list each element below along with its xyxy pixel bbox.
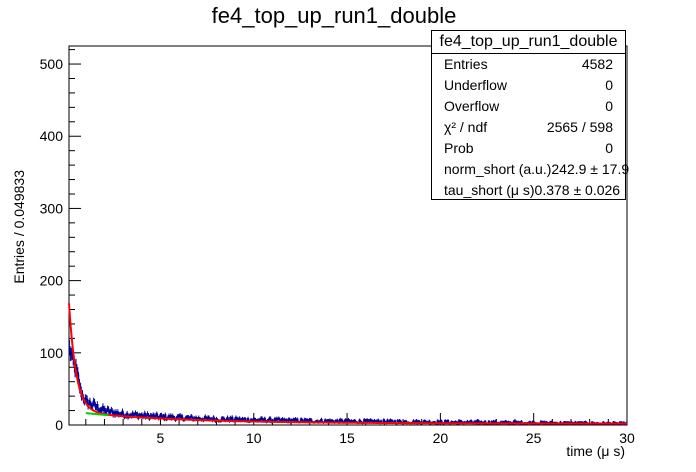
y-tick-label: 100 bbox=[40, 345, 64, 361]
histogram-layer bbox=[68, 339, 628, 426]
stats-row-underflow: Underflow 0 bbox=[432, 75, 625, 96]
y-tick-label: 400 bbox=[40, 128, 64, 144]
stats-value: 4582 bbox=[581, 56, 613, 73]
x-tick-label: 30 bbox=[619, 430, 635, 446]
stats-key: norm_short (a.u.) bbox=[444, 160, 552, 177]
stats-key: Prob bbox=[444, 140, 474, 156]
x-tick-label: 5 bbox=[157, 430, 165, 446]
y-tick-label: 200 bbox=[40, 273, 64, 289]
stats-value: 0 bbox=[605, 77, 613, 94]
x-tick-label: 20 bbox=[433, 430, 449, 446]
y-tick-label: 300 bbox=[40, 200, 64, 216]
x-tick-label: 15 bbox=[339, 430, 355, 446]
stats-key: χ² / ndf bbox=[444, 119, 488, 136]
stats-value: 0 bbox=[605, 98, 613, 115]
stats-title: fe4_top_up_run1_double bbox=[432, 31, 625, 54]
stats-value: 242.9 ± 17.9 bbox=[551, 160, 630, 177]
stats-key: Overflow bbox=[444, 98, 500, 115]
stats-row-chi2: χ² / ndf 2565 / 598 bbox=[432, 117, 625, 138]
chart-title: fe4_top_up_run1_double bbox=[212, 3, 457, 28]
y-tick-label: 500 bbox=[40, 56, 64, 72]
stats-value: 2565 / 598 bbox=[546, 119, 613, 136]
stats-row-entries: Entries 4582 bbox=[432, 54, 625, 75]
stats-key: tau_short (μ s) bbox=[444, 181, 535, 198]
stats-row-tau-short: tau_short (μ s) 0.378 ± 0.026 bbox=[432, 179, 625, 200]
stats-key: Entries bbox=[444, 56, 488, 73]
stats-row-overflow: Overflow 0 bbox=[432, 96, 625, 117]
stats-value: 0 bbox=[605, 140, 613, 156]
stats-box: fe4_top_up_run1_double Entries 4582 Unde… bbox=[431, 30, 629, 200]
x-axis-label: time (μ s) bbox=[566, 443, 625, 459]
fit-component-curve bbox=[85, 412, 109, 417]
stats-key: Underflow bbox=[444, 77, 508, 94]
x-tick-label: 10 bbox=[246, 430, 262, 446]
stats-row-prob: Prob 0 bbox=[432, 138, 625, 159]
stats-row-norm-short: norm_short (a.u.) 242.9 ± 17.9 bbox=[432, 158, 629, 179]
fit-curve bbox=[68, 303, 627, 425]
x-tick-label: 25 bbox=[526, 430, 542, 446]
stats-value: 0.378 ± 0.026 bbox=[534, 181, 621, 198]
y-axis-label: Entries / 0.049833 bbox=[11, 170, 27, 284]
plot-frame bbox=[68, 45, 628, 426]
fit-layer bbox=[68, 303, 627, 425]
y-tick-label: 0 bbox=[55, 417, 63, 433]
